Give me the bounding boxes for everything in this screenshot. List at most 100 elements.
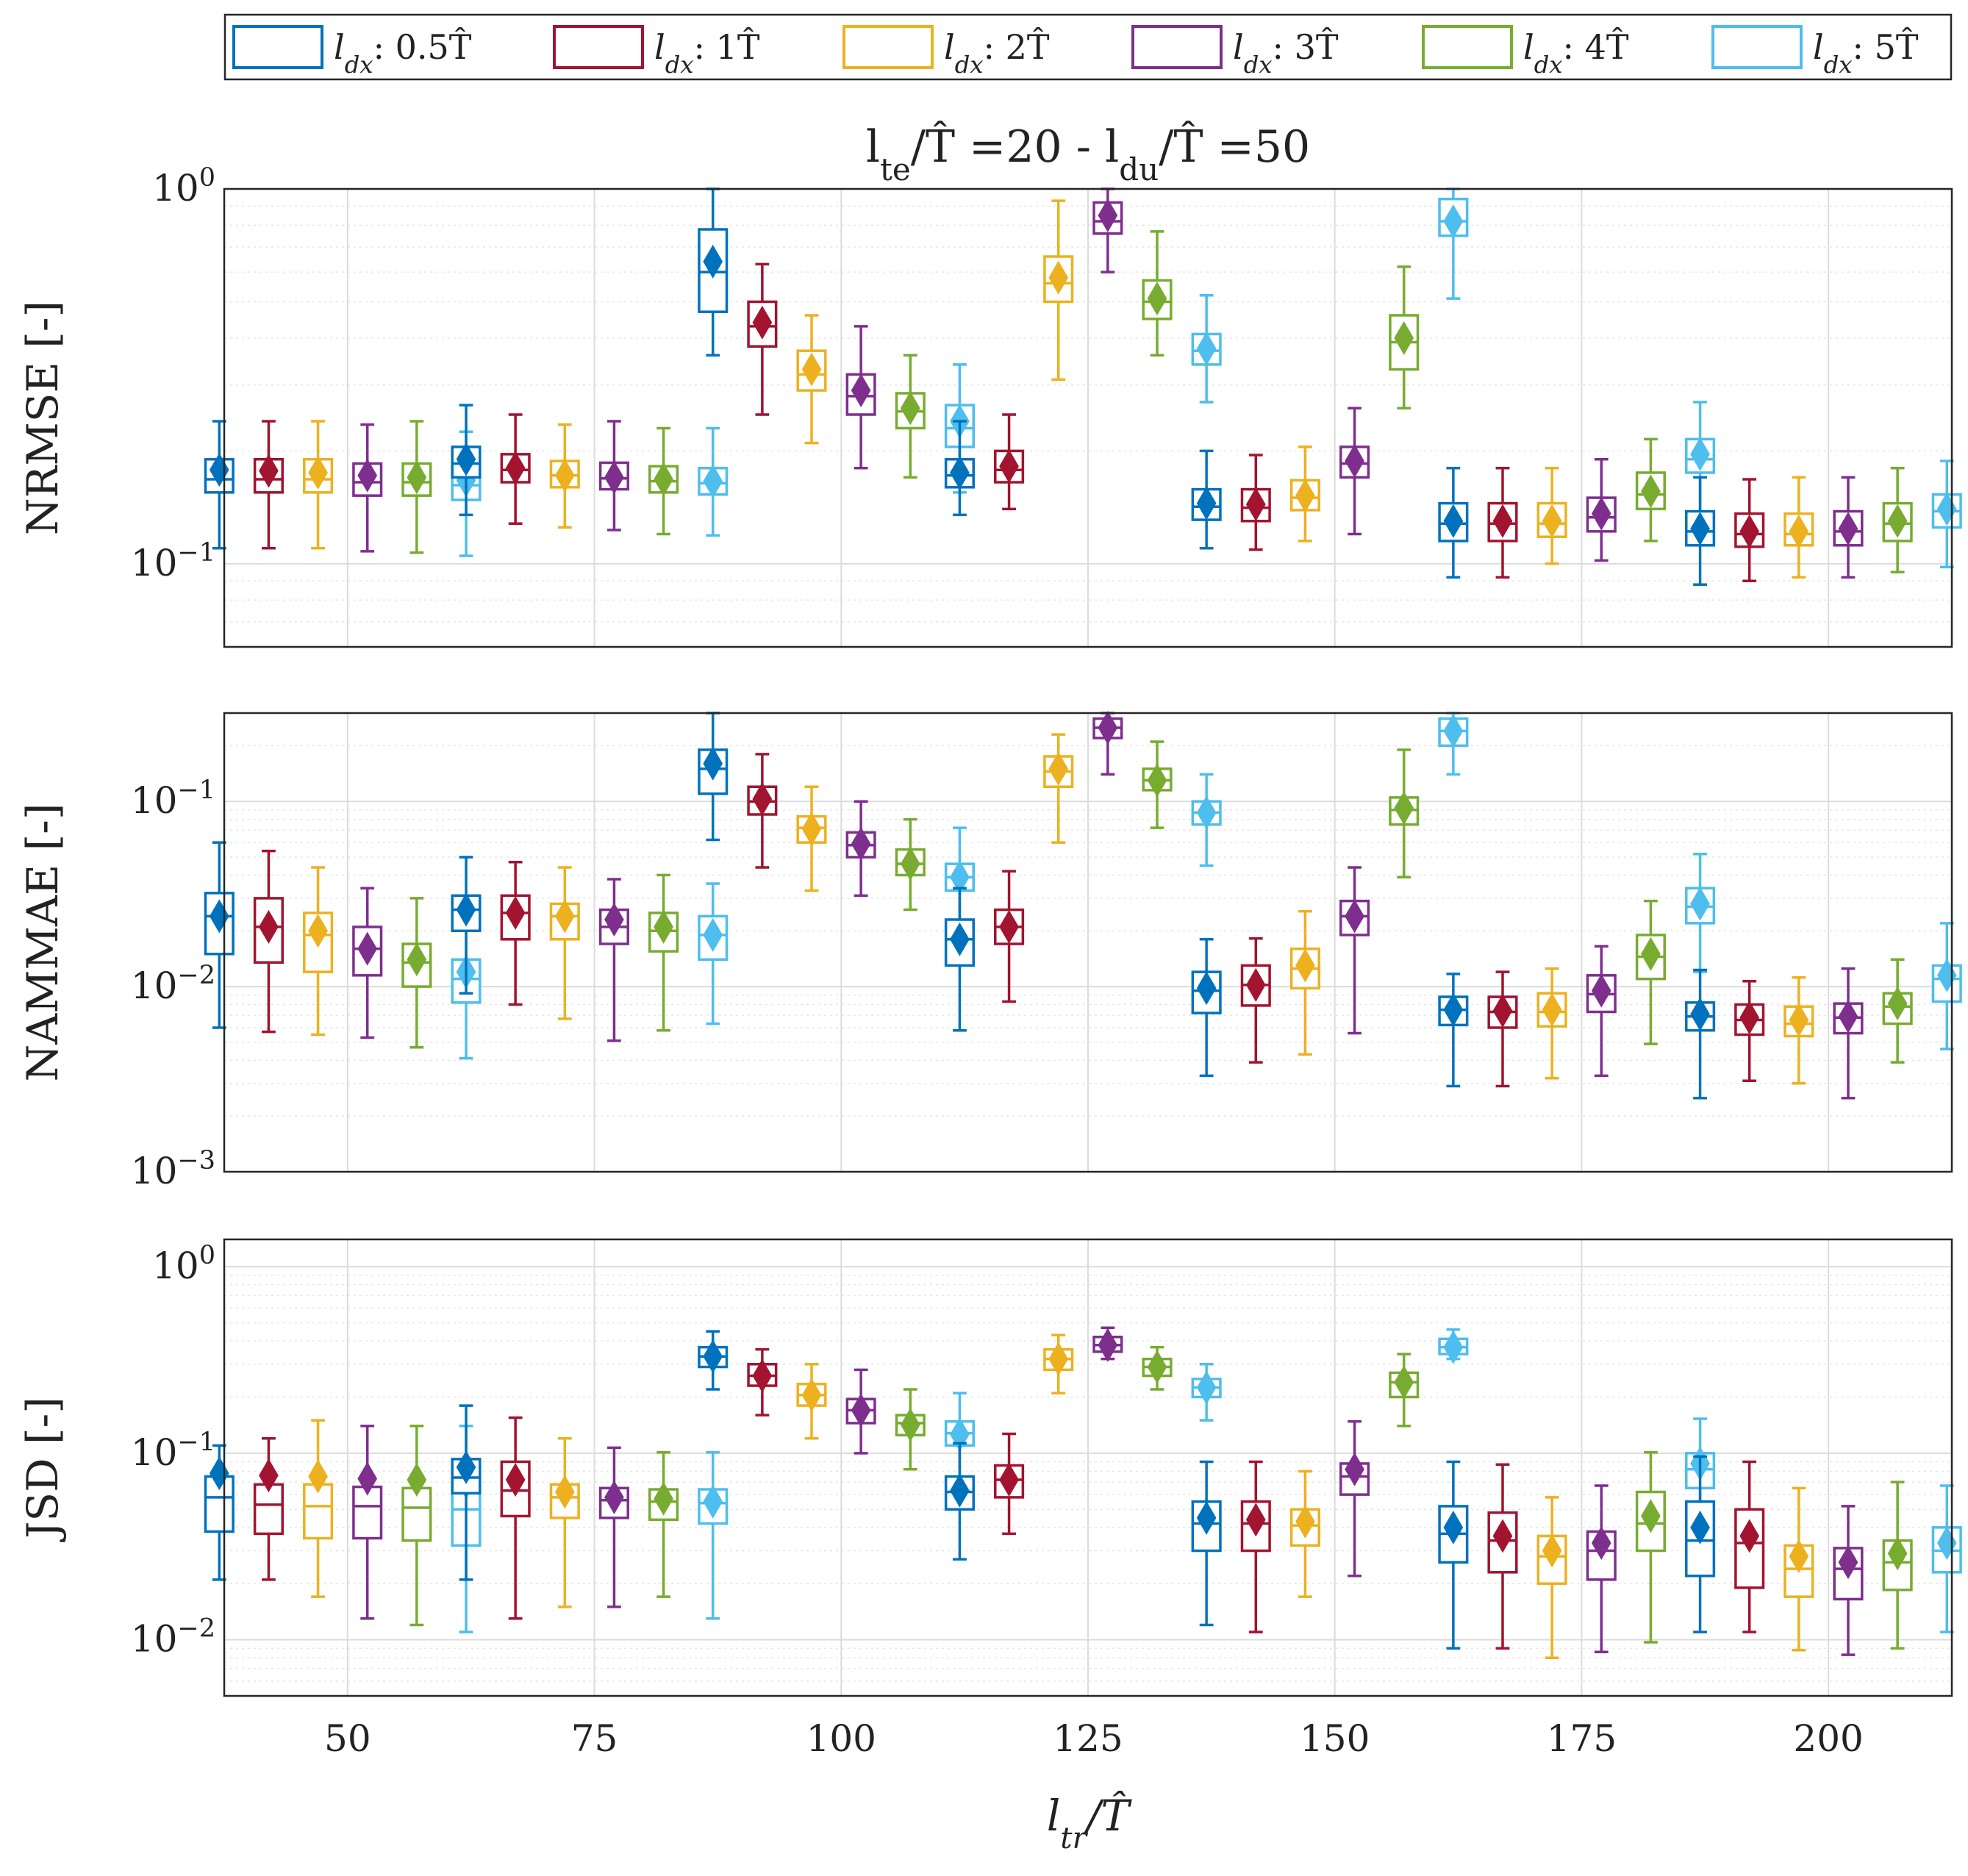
box-plot [1142,230,1173,357]
mean-marker [456,1450,476,1485]
mean-marker [1789,1539,1809,1574]
box-plot [1339,407,1370,536]
mean-marker [357,458,378,493]
mean-marker [554,899,575,934]
legend-label: ldx: 0.5T̂ [334,27,472,79]
mean-marker [1295,479,1315,513]
box-plot [994,1432,1025,1536]
box-plot [1043,199,1074,382]
mean-marker [1690,997,1710,1031]
box-plot [1438,187,1469,300]
legend-label: ldx: 1T̂ [654,27,760,79]
y-axis-title: NAMMAE [-] [18,803,68,1082]
box-plot [549,423,580,529]
box-plot [1783,975,1814,1085]
box-plot [1191,449,1222,550]
box-plot [1289,445,1320,543]
box-plot [1191,1363,1222,1422]
mean-marker [1048,751,1069,786]
x-tick-label: 150 [1300,1717,1370,1760]
mean-marker [752,781,773,816]
mean-marker [1838,512,1858,546]
box-plot [1389,748,1420,878]
legend: ldx: 0.5T̂ ldx: 1T̂ ldx: 2T̂ ldx: 3T̂ ldx: 4… [223,13,1953,81]
mean-marker [1443,504,1464,538]
box-plot [1586,1484,1617,1653]
box-plot [747,262,778,416]
legend-frame [223,13,1953,81]
y-tick-label: 10−1 [131,1428,215,1474]
box-plot [451,1404,482,1581]
mean-marker [1098,1328,1118,1362]
mean-marker [259,1458,279,1493]
box-plot [994,870,1025,1003]
legend-swatch [553,25,644,69]
legend-item: ldx: 2T̂ [842,25,1050,79]
mean-marker [900,1408,920,1442]
mean-marker [703,746,723,781]
box-plot [698,187,729,357]
box-plot [895,817,926,912]
box-plot [944,1442,975,1561]
box-plot [845,325,876,470]
mean-marker [703,917,723,952]
box-plot [1635,899,1666,1045]
mean-marker [1196,1500,1217,1535]
box-plot [303,866,334,1037]
legend-swatch [1131,25,1223,69]
mean-marker [1245,967,1266,1002]
mean-marker [1739,514,1760,548]
mean-marker [407,942,427,977]
box-plot [845,1368,876,1455]
mean-marker [900,847,920,881]
mean-marker [407,460,427,495]
mean-marker [357,1461,378,1496]
mean-marker [703,464,723,498]
grid [224,1239,1952,1696]
box-group [451,856,729,1042]
mean-marker [950,455,970,490]
mean-marker [456,892,476,927]
mean-marker [1098,198,1118,232]
box-plot [1586,458,1617,562]
legend-swatch [842,25,934,69]
box-plot [648,426,679,536]
mean-marker [1443,1510,1464,1544]
mean-marker [1048,260,1069,295]
mean-marker [703,1339,723,1374]
box-plot [1734,478,1765,582]
mean-marker [1690,887,1710,921]
box-plot [1438,1460,1469,1650]
mean-marker [1443,992,1464,1027]
y-tick-label: 10−1 [131,776,215,822]
mean-marker [999,909,1019,944]
box-plot [401,897,432,1049]
mean-marker [1147,763,1167,798]
box-plot [1833,476,1864,579]
box-plot [698,712,729,842]
box-plot [1240,937,1271,1064]
box-group [451,404,729,537]
mean-marker [1147,282,1167,316]
box-plot [747,1347,778,1417]
box-plot [1536,466,1567,565]
mean-marker [900,391,920,426]
box-plot [845,800,876,898]
box-plot [1389,1353,1420,1428]
mean-marker [703,1484,723,1519]
mean-marker [1295,948,1315,983]
box-plot [1092,187,1123,273]
y-axis-title: NRMSE [-] [18,301,68,535]
x-tick-label: 75 [571,1717,618,1760]
box-group [1191,187,1469,551]
box-plot [1339,1419,1370,1578]
box-plot [1487,970,1518,1088]
box-group [698,1330,975,1489]
box-plot [944,887,975,1032]
y-tick-label: 10−2 [131,1614,215,1661]
box-plot [1833,1505,1864,1656]
box-group [1438,1417,1716,1659]
box-plot [352,1425,383,1620]
box-group [698,712,975,933]
